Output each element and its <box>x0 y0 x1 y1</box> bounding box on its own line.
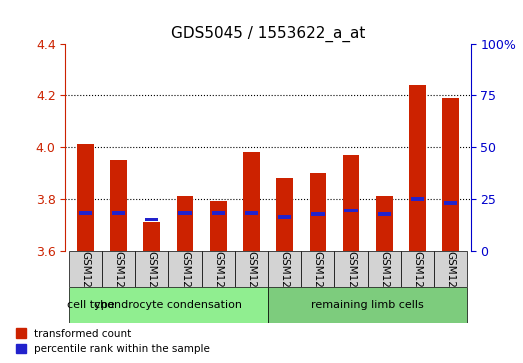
Bar <box>210 201 226 250</box>
Bar <box>378 212 391 216</box>
Text: GSM1253167: GSM1253167 <box>446 250 456 321</box>
FancyBboxPatch shape <box>135 250 168 359</box>
Text: chondrocyte condensation: chondrocyte condensation <box>94 300 242 310</box>
Text: GSM1253165: GSM1253165 <box>379 250 389 321</box>
FancyBboxPatch shape <box>301 250 335 359</box>
Bar <box>212 211 225 215</box>
FancyBboxPatch shape <box>69 287 268 323</box>
FancyBboxPatch shape <box>102 250 135 359</box>
Text: GSM1253159: GSM1253159 <box>180 250 190 321</box>
Title: GDS5045 / 1553622_a_at: GDS5045 / 1553622_a_at <box>171 26 365 42</box>
FancyBboxPatch shape <box>201 250 235 359</box>
Bar <box>276 178 293 250</box>
FancyBboxPatch shape <box>401 250 434 359</box>
FancyBboxPatch shape <box>335 250 368 359</box>
Text: GSM1253156: GSM1253156 <box>81 250 90 321</box>
FancyBboxPatch shape <box>268 250 301 359</box>
Text: GSM1253164: GSM1253164 <box>346 250 356 321</box>
Bar <box>343 155 359 250</box>
Bar <box>442 98 459 250</box>
Bar <box>178 211 191 215</box>
Bar <box>444 201 458 205</box>
Bar <box>409 85 426 250</box>
Bar <box>278 215 291 219</box>
Bar <box>411 197 424 201</box>
Bar <box>143 222 160 250</box>
FancyBboxPatch shape <box>268 287 468 323</box>
Text: GSM1253157: GSM1253157 <box>113 250 123 321</box>
Bar <box>345 209 358 212</box>
Bar <box>78 211 92 215</box>
Legend: transformed count, percentile rank within the sample: transformed count, percentile rank withi… <box>16 329 210 354</box>
Text: GSM1253162: GSM1253162 <box>280 250 290 321</box>
Text: GSM1253166: GSM1253166 <box>413 250 423 321</box>
Bar <box>311 212 324 216</box>
Text: GSM1253160: GSM1253160 <box>213 250 223 321</box>
FancyBboxPatch shape <box>168 250 201 359</box>
FancyBboxPatch shape <box>235 250 268 359</box>
Bar <box>376 196 393 250</box>
Bar <box>145 217 158 221</box>
Bar <box>77 144 94 250</box>
Bar <box>110 160 127 250</box>
FancyBboxPatch shape <box>434 250 468 359</box>
Text: cell type: cell type <box>67 300 115 310</box>
Text: GSM1253161: GSM1253161 <box>246 250 256 321</box>
Text: remaining limb cells: remaining limb cells <box>311 300 424 310</box>
Bar <box>177 196 194 250</box>
Bar <box>112 211 125 215</box>
FancyBboxPatch shape <box>368 250 401 359</box>
Text: GSM1253163: GSM1253163 <box>313 250 323 321</box>
Text: GSM1253158: GSM1253158 <box>147 250 157 321</box>
Bar <box>243 152 260 250</box>
Bar <box>310 173 326 250</box>
Bar <box>245 211 258 215</box>
FancyBboxPatch shape <box>69 250 102 359</box>
